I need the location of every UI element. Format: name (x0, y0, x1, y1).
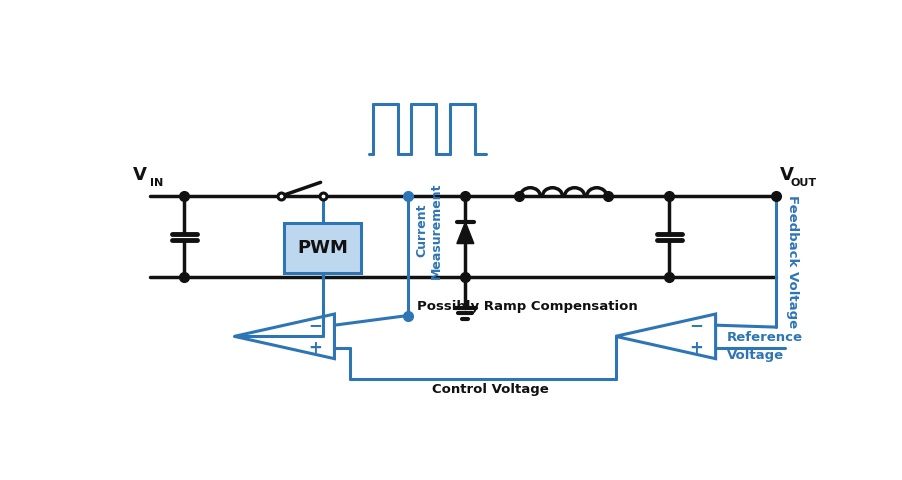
Text: Control Voltage: Control Voltage (432, 383, 548, 396)
Text: +: + (308, 338, 322, 357)
Text: V: V (779, 166, 794, 184)
Text: Current
Measurement: Current Measurement (415, 182, 443, 279)
Text: Feedback Voltage: Feedback Voltage (787, 195, 799, 328)
Text: IN: IN (151, 178, 163, 188)
Polygon shape (457, 222, 474, 243)
Text: V: V (133, 166, 146, 184)
Text: Voltage: Voltage (727, 349, 784, 362)
Text: PWM: PWM (298, 239, 348, 257)
Text: Reference: Reference (727, 331, 803, 345)
Text: −: − (308, 316, 322, 334)
FancyBboxPatch shape (284, 223, 362, 273)
Text: −: − (689, 316, 704, 334)
Text: Possibly Ramp Compensation: Possibly Ramp Compensation (417, 300, 638, 313)
Text: +: + (689, 338, 704, 357)
Text: OUT: OUT (790, 178, 816, 188)
